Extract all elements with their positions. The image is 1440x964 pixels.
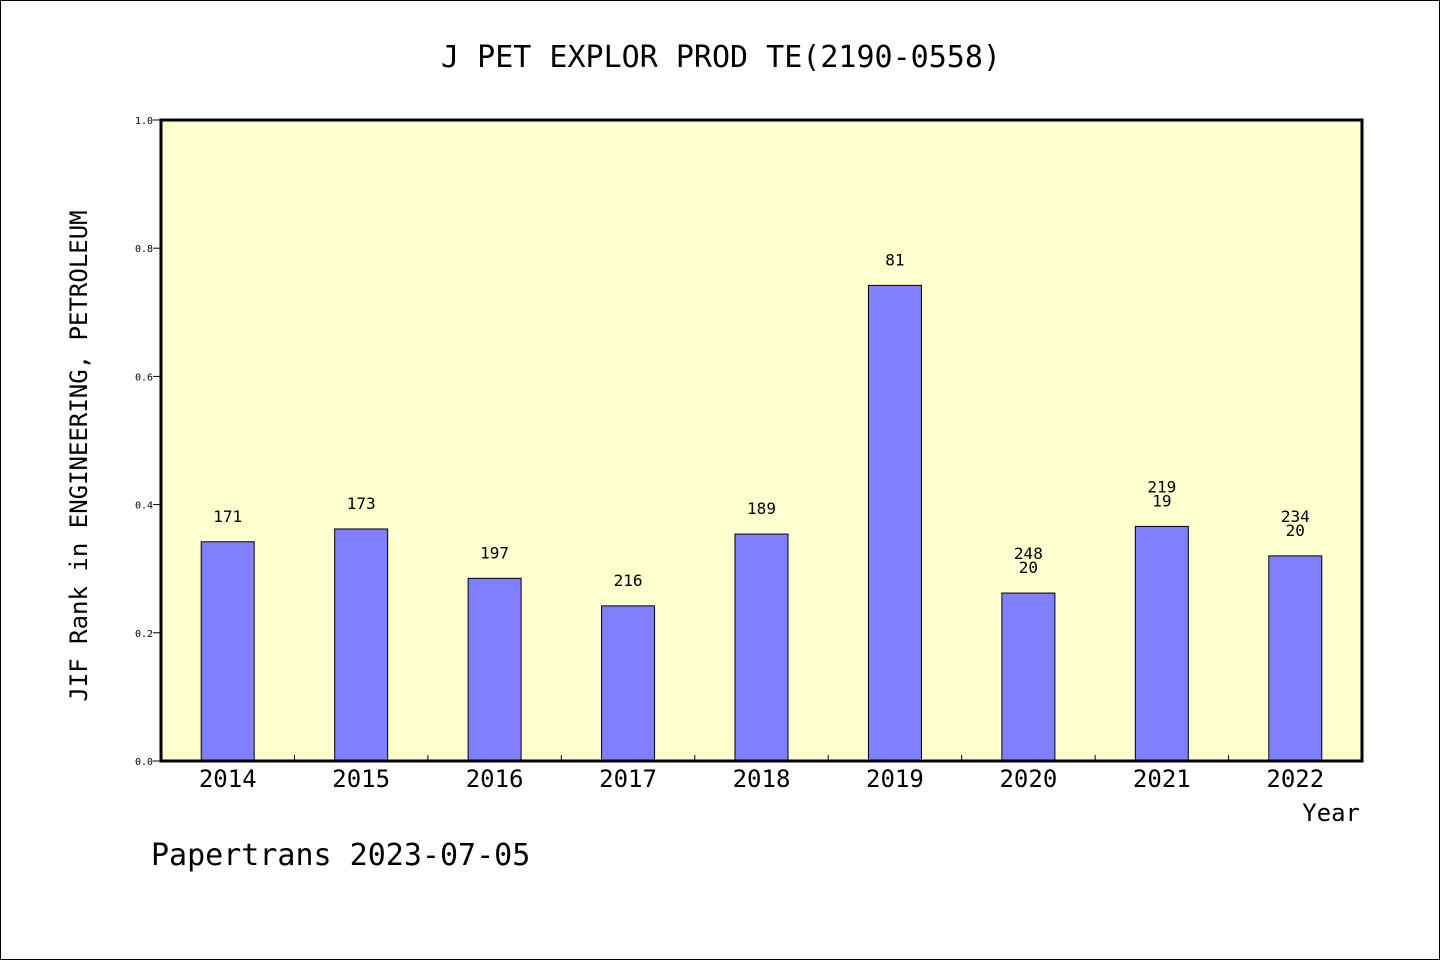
bar-data-label: 20	[1286, 521, 1305, 540]
y-tick-label: 0.4	[135, 501, 153, 512]
bar-data-label: 19	[1152, 491, 1171, 510]
bar-data-label: 189	[747, 499, 776, 518]
bar-data-label: 219	[1147, 477, 1176, 496]
x-tick-label: 2015	[332, 765, 390, 793]
y-axis-label: JIF Rank in ENGINEERING, PETROLEUM	[65, 210, 93, 701]
bar-data-label: 216	[614, 571, 643, 590]
bar-2014	[200, 541, 255, 762]
plot-border	[159, 118, 1364, 763]
y-tick-label: 1.0	[135, 116, 153, 127]
footer-text: Papertrans 2023-07-05	[151, 838, 530, 873]
y-tick-label: 0.2	[135, 629, 153, 640]
bar-data-label: 248	[1014, 544, 1043, 563]
x-tick-label: 2017	[599, 765, 657, 793]
x-tick-label: 2019	[866, 765, 924, 793]
x-tick-label: 2022	[1266, 765, 1324, 793]
bar-2018	[734, 533, 789, 762]
y-tick-label: 0.6	[135, 372, 153, 383]
bar-data-label: 173	[347, 494, 376, 513]
chart-title: J PET EXPLOR PROD TE(2190-0558)	[441, 40, 1001, 75]
x-tick-label: 2014	[199, 765, 257, 793]
x-tick-label: 2018	[733, 765, 791, 793]
x-axis-ticks: 2014 2015 2016 2017 2018 2019 2020 2021 2022	[199, 755, 1324, 793]
x-tick-label: 2020	[999, 765, 1057, 793]
x-tick-label: 2016	[466, 765, 524, 793]
bar-2015	[334, 528, 389, 762]
bar-2021	[1134, 525, 1189, 762]
bar-2017	[601, 605, 656, 762]
y-axis-ticks: 0.0 0.2 0.4 0.6 0.8 1.0	[135, 116, 161, 768]
bar-2022	[1268, 555, 1323, 762]
x-axis-label: Year	[1302, 799, 1360, 827]
bars	[200, 284, 1323, 762]
bar-data-label: 234	[1281, 507, 1310, 526]
bar-data-label: 81	[885, 250, 904, 269]
y-tick-label: 0.0	[135, 757, 153, 768]
bar-data-label: 171	[213, 507, 242, 526]
bar-data-label: 197	[480, 543, 509, 562]
bar-data-label: 20	[1019, 558, 1038, 577]
x-tick-label: 2021	[1133, 765, 1191, 793]
bar-2019	[867, 284, 922, 762]
y-tick-label: 0.8	[135, 244, 153, 255]
bar-2020	[1001, 592, 1056, 762]
bar-2016	[467, 577, 522, 762]
